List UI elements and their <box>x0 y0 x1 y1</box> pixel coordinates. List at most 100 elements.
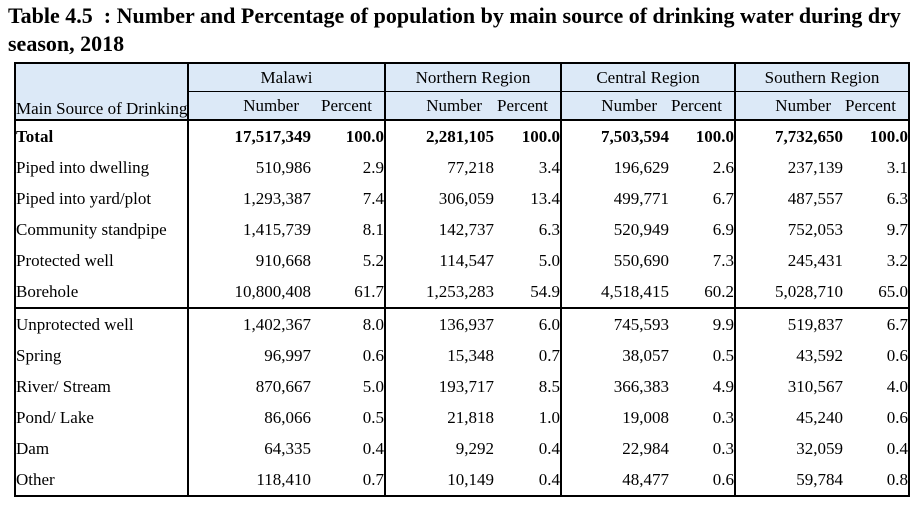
table-row: Borehole 10,800,408 61.7 1,253,283 54.9 … <box>15 276 910 309</box>
cell-northern-number: 136,937 <box>438 314 494 334</box>
cell-northern-number: 114,547 <box>439 250 494 270</box>
cell-northern-number: 142,737 <box>438 219 494 239</box>
data-table: Main Source of Drinking Water Malawi Nor… <box>14 62 911 497</box>
cell-malawi-number: 17,517,349 <box>234 126 312 146</box>
col-group-central: Central Region <box>561 63 737 92</box>
cell-northern-number: 21,818 <box>447 407 494 427</box>
cell-malawi-percent: 8.1 <box>311 214 386 245</box>
cell-southern-percent: 4.0 <box>886 376 909 396</box>
cell-central-percent: 2.6 <box>669 152 737 183</box>
cell-central-percent: 100.0 <box>669 120 737 152</box>
cell-malawi-number: 1,415,739 <box>243 219 311 239</box>
row-label: Borehole <box>15 276 189 309</box>
cell-central-number: 48,477 <box>622 469 670 489</box>
cell-southern-percent: 3.2 <box>886 250 909 270</box>
cell-central-number: 499,771 <box>613 188 670 208</box>
cell-southern-percent: 0.6 <box>886 407 909 427</box>
row-label: Piped into yard/plot <box>15 183 189 214</box>
cell-central-percent: 0.3 <box>669 433 737 464</box>
cell-malawi-number: 64,335 <box>264 438 311 458</box>
cell-malawi-percent: 2.9 <box>311 152 386 183</box>
cell-malawi-percent: 61.7 <box>311 276 386 309</box>
cell-southern-number: 5,028,710 <box>735 276 844 309</box>
table-row: Dam 64,335 0.4 9,292 0.4 22,984 0.3 32,0… <box>15 433 909 464</box>
cell-northern-percent: 8.5 <box>494 371 563 402</box>
cell-northern-number: 306,059 <box>438 188 494 208</box>
table-row: River/ Stream 870,667 5.0 193,717 8.5 36… <box>15 371 909 402</box>
subheader-southern-percent: Percent <box>843 91 910 121</box>
cell-central-number: 745,593 <box>613 314 670 334</box>
cell-northern-number: 10,149 <box>447 469 494 489</box>
cell-central-number: 196,629 <box>613 157 670 177</box>
cell-malawi-number: 510,986 <box>255 157 311 177</box>
cell-southern-number: 752,053 <box>787 219 844 239</box>
row-label: Community standpipe <box>15 214 189 245</box>
cell-northern-percent: 0.4 <box>494 464 563 496</box>
cell-malawi-percent: 8.0 <box>311 308 386 340</box>
cell-northern-percent: 3.4 <box>494 152 563 183</box>
cell-central-percent: 7.3 <box>669 245 737 276</box>
cell-central-number: 22,984 <box>622 438 670 458</box>
cell-central-percent: 6.9 <box>669 214 737 245</box>
header-row-regions: Main Source of Drinking Water Malawi Nor… <box>15 63 910 121</box>
cell-southern-number: 32,059 <box>796 438 844 458</box>
cell-southern-percent: 9.7 <box>886 219 909 239</box>
header-row-measures: Number Percent Number Percent Number Per… <box>15 91 910 121</box>
cell-northern-number: 2,281,105 <box>426 126 494 146</box>
cell-central-percent: 60.2 <box>669 276 737 309</box>
subheader-northern-number: Number <box>385 91 494 121</box>
cell-malawi-number: 870,667 <box>255 376 311 396</box>
cell-malawi-percent: 0.6 <box>311 340 386 371</box>
cell-malawi-number: 96,997 <box>264 345 311 365</box>
table-row: Unprotected well 1,402,367 8.0 136,937 6… <box>15 308 909 340</box>
cell-central-number: 7,503,594 <box>601 126 670 146</box>
col-group-northern: Northern Region <box>385 63 563 92</box>
cell-malawi-number: 10,800,408 <box>188 276 311 309</box>
cell-northern-percent: 100.0 <box>494 120 563 152</box>
cell-northern-percent: 5.0 <box>494 245 563 276</box>
cell-southern-percent: 3.1 <box>886 157 909 177</box>
subheader-malawi-number: Number <box>188 91 311 121</box>
cell-northern-number: 15,348 <box>447 345 494 365</box>
cell-southern-percent: 0.6 <box>886 345 909 365</box>
table-row: Spring 96,997 0.6 15,348 0.7 38,057 0.5 … <box>15 340 909 371</box>
cell-central-number: 520,949 <box>613 219 670 239</box>
table-row: Pond/ Lake 86,066 0.5 21,818 1.0 19,008 … <box>15 402 909 433</box>
cell-central-percent: 9.9 <box>669 308 737 340</box>
cell-northern-percent: 54.9 <box>494 276 563 309</box>
cell-southern-percent: 65.0 <box>843 276 910 309</box>
cell-central-percent: 6.7 <box>669 183 737 214</box>
cell-southern-number: 45,240 <box>796 407 844 427</box>
cell-northern-percent: 13.4 <box>494 183 563 214</box>
cell-southern-number: 59,784 <box>796 469 844 489</box>
cell-malawi-number: 910,668 <box>255 250 311 270</box>
cell-northern-number: 193,717 <box>438 376 494 396</box>
table-title: Table 4.5 : Number and Percentage of pop… <box>8 3 907 56</box>
cell-malawi-percent: 0.7 <box>311 464 386 496</box>
cell-central-percent: 0.6 <box>669 464 737 496</box>
row-label: Other <box>15 464 189 496</box>
cell-southern-number: 7,732,650 <box>775 126 844 146</box>
row-label: Total <box>15 120 189 152</box>
cell-malawi-number: 118,410 <box>256 469 311 489</box>
cell-central-number: 4,518,415 <box>561 276 670 309</box>
cell-southern-percent: 6.7 <box>886 314 909 334</box>
row-label: Spring <box>15 340 189 371</box>
row-label: Dam <box>15 433 189 464</box>
table-row: Piped into dwelling 510,986 2.9 77,218 3… <box>15 152 909 183</box>
cell-central-number: 366,383 <box>613 376 670 396</box>
row-label: Protected well <box>15 245 189 276</box>
cell-malawi-percent: 0.4 <box>311 433 386 464</box>
cell-southern-number: 237,139 <box>787 157 844 177</box>
cell-northern-number: 77,218 <box>447 157 494 177</box>
cell-malawi-percent: 0.5 <box>311 402 386 433</box>
row-label: Pond/ Lake <box>15 402 189 433</box>
cell-central-number: 38,057 <box>622 345 670 365</box>
subheader-malawi-percent: Percent <box>311 91 386 121</box>
cell-southern-percent: 0.4 <box>886 438 909 458</box>
cell-northern-number: 9,292 <box>455 438 494 458</box>
row-label: River/ Stream <box>15 371 189 402</box>
cell-southern-number: 310,567 <box>787 376 844 396</box>
cell-southern-number: 487,557 <box>787 188 844 208</box>
